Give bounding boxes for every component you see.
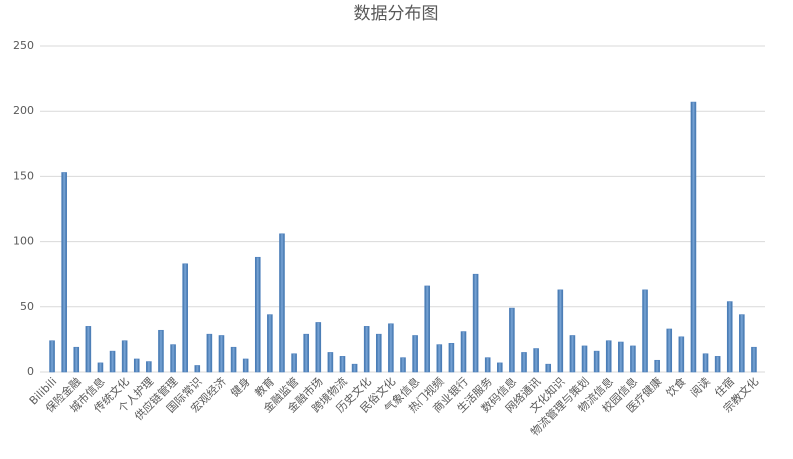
bar [678,336,685,373]
bar [230,346,237,373]
bar [412,335,418,373]
bar [315,322,322,373]
bar [618,341,624,373]
bar [327,352,334,373]
bar [109,350,116,373]
bar [351,363,358,373]
bar [642,289,648,373]
bar [121,340,128,373]
bar [133,358,140,373]
bar [206,333,213,373]
bar [339,356,346,373]
bar [85,326,92,373]
bar [509,307,515,373]
bar [267,314,273,373]
bar [400,357,406,373]
bar [182,263,188,373]
bar [533,348,539,373]
y-tick-label: 200 [13,104,34,117]
bar [702,353,709,373]
bar [557,289,564,373]
bar [194,365,201,373]
bar [158,329,164,373]
x-tick-label: 健身 [227,374,252,399]
bar [375,333,382,373]
bar [291,353,297,373]
bar [242,358,249,373]
bar [666,328,673,373]
bar [497,362,503,373]
bar [279,233,285,373]
chart-title: 数据分布图 [354,4,439,24]
bar [726,301,733,373]
bar [218,335,225,373]
bar [73,346,80,373]
bar [49,340,55,373]
bar [581,345,588,373]
bar [545,363,552,373]
bar [751,346,757,373]
bar [424,285,431,373]
bar [605,340,612,373]
y-tick-label: 150 [13,169,34,182]
bar [739,314,745,373]
bar [363,326,370,373]
bar [170,344,176,373]
bar [630,345,636,373]
bar [61,172,67,373]
y-tick-label: 100 [13,235,34,248]
bar [97,362,104,373]
bar [593,350,600,373]
bar [714,356,721,373]
y-tick-label: 0 [27,365,34,378]
bar [303,333,309,373]
bar [654,359,660,373]
y-tick-label: 50 [20,300,34,313]
bar [472,273,479,373]
bar [448,343,455,373]
bar [388,323,394,373]
bar [460,331,467,373]
y-tick-label: 250 [13,39,34,52]
bar [436,344,443,373]
bar [484,357,491,373]
bar [569,335,576,373]
bar [146,361,152,373]
bar [254,256,261,373]
bar [521,352,527,373]
bar [690,101,697,373]
x-tick-label: 饮食 [663,374,688,399]
x-tick-label: 阅读 [687,374,712,399]
